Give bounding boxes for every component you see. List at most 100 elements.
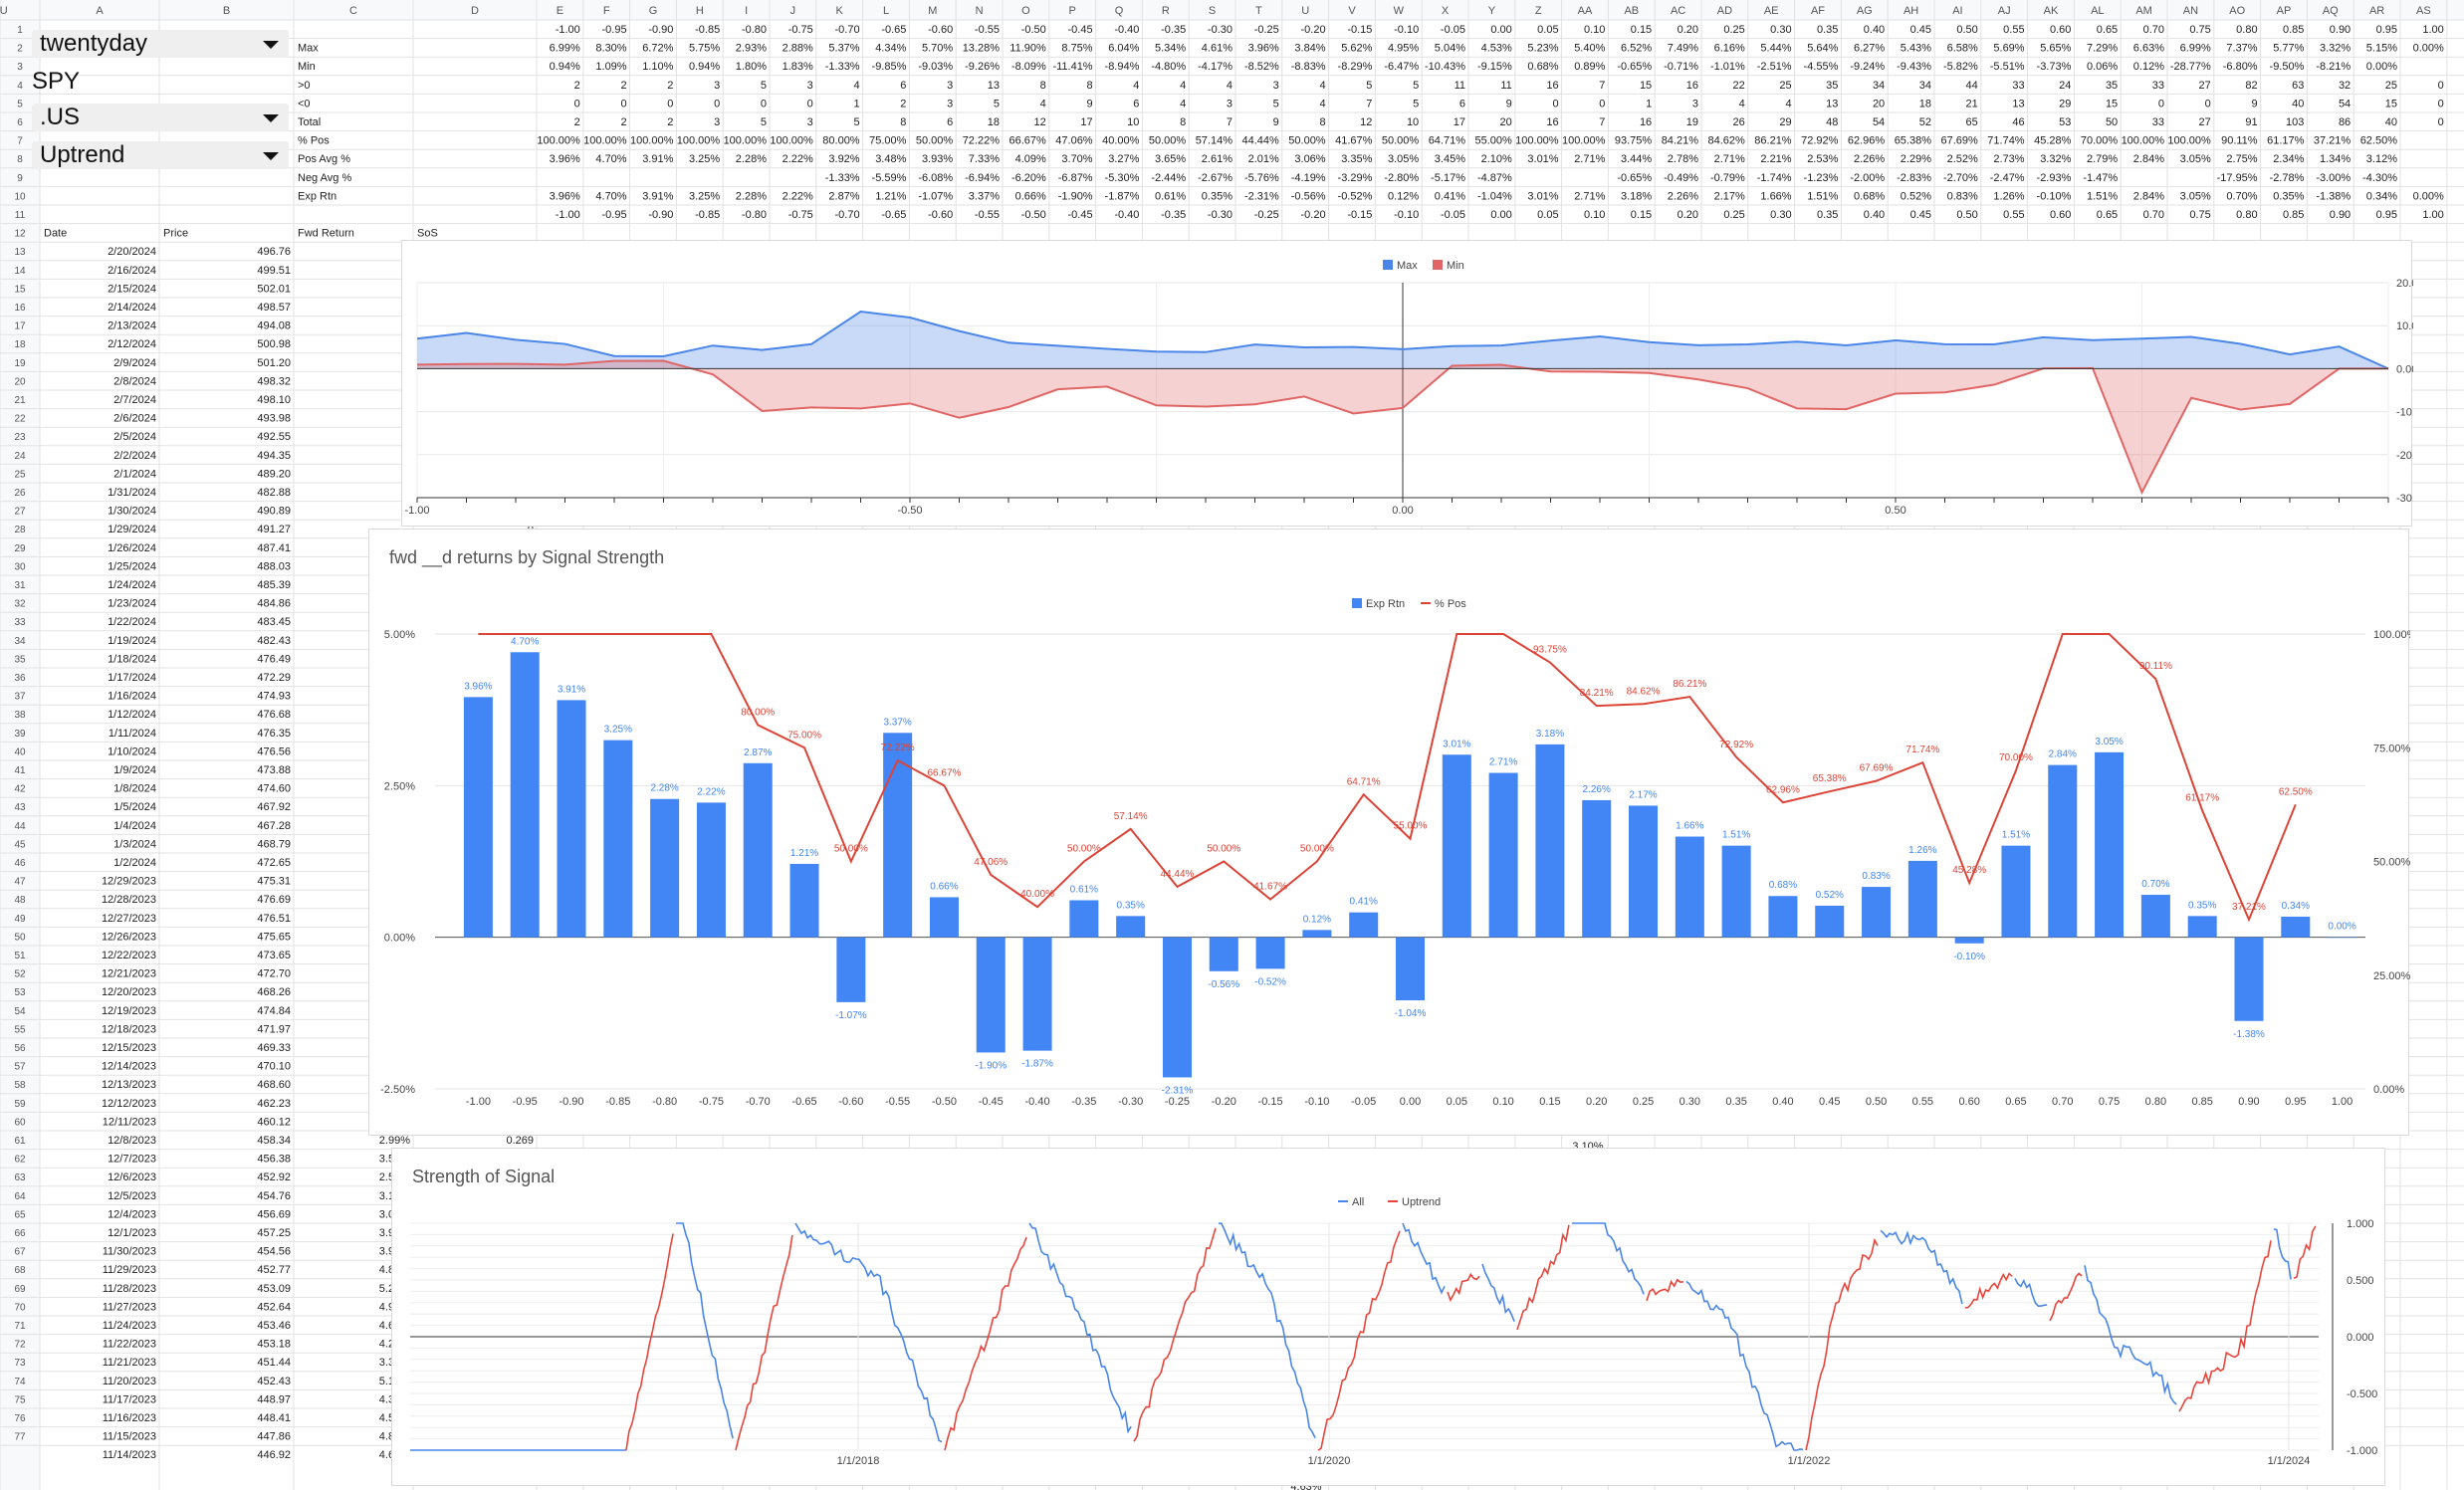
price-cell[interactable]: 469.33 bbox=[257, 1042, 291, 1054]
stat-cell[interactable]: 6.27% bbox=[1854, 43, 1885, 55]
date-cell[interactable]: 11/29/2023 bbox=[103, 1264, 156, 1276]
row-header[interactable]: 6 bbox=[17, 117, 23, 128]
stat-cell[interactable]: 0.85 bbox=[2283, 209, 2304, 221]
date-cell[interactable]: 2/15/2024 bbox=[108, 283, 156, 295]
stat-cell[interactable]: -0.35 bbox=[1161, 209, 1186, 221]
stat-label[interactable]: Total bbox=[298, 116, 321, 128]
row-header[interactable]: 26 bbox=[14, 488, 26, 499]
stat-cell[interactable]: 0 bbox=[574, 98, 580, 109]
price-cell[interactable]: 448.41 bbox=[257, 1412, 291, 1424]
row-header[interactable]: 11 bbox=[15, 210, 26, 221]
stat-cell[interactable]: 3.25% bbox=[689, 190, 720, 202]
stat-cell[interactable]: 20 bbox=[1873, 98, 1885, 109]
column-header[interactable]: AJ bbox=[1998, 5, 2011, 17]
stat-cell[interactable]: 4 bbox=[1040, 98, 1046, 109]
stat-cell[interactable]: 5.65% bbox=[2040, 43, 2071, 55]
column-header[interactable]: Y bbox=[1488, 5, 1496, 17]
stat-cell[interactable]: 0 bbox=[761, 98, 767, 109]
price-cell[interactable]: 498.10 bbox=[257, 394, 291, 406]
row-header[interactable]: 44 bbox=[14, 821, 26, 832]
row-header[interactable]: 3 bbox=[17, 62, 23, 73]
trend-dropdown[interactable]: Uptrend bbox=[32, 141, 289, 169]
stat-cell[interactable]: -9.85% bbox=[872, 61, 907, 73]
stat-cell[interactable]: 93.75% bbox=[1615, 135, 1653, 147]
price-cell[interactable]: 474.60 bbox=[257, 783, 291, 795]
stat-cell[interactable]: 100.00% bbox=[1562, 135, 1606, 147]
stat-cell[interactable]: 3.91% bbox=[642, 190, 673, 202]
date-cell[interactable]: 1/31/2024 bbox=[108, 487, 156, 499]
stat-label[interactable]: Neg Avg % bbox=[298, 172, 351, 184]
stat-label[interactable]: % Pos bbox=[298, 135, 330, 147]
stat-cell[interactable]: -0.10 bbox=[1394, 24, 1419, 36]
stat-cell[interactable]: 0.95 bbox=[2376, 209, 2397, 221]
stat-cell[interactable]: 7 bbox=[1366, 98, 1372, 109]
stat-cell[interactable]: 1.83% bbox=[783, 61, 813, 73]
stat-cell[interactable]: 0.10 bbox=[1584, 209, 1605, 221]
column-header[interactable]: M bbox=[928, 5, 937, 17]
stat-cell[interactable]: -1.01% bbox=[1710, 61, 1745, 73]
date-cell[interactable]: 11/22/2023 bbox=[103, 1339, 156, 1351]
bar[interactable] bbox=[1255, 937, 1285, 969]
stat-cell[interactable]: 2.01% bbox=[1248, 153, 1279, 165]
stat-cell[interactable]: 0.90 bbox=[2330, 24, 2351, 36]
stat-cell[interactable]: -0.60 bbox=[928, 209, 953, 221]
row-header[interactable]: 31 bbox=[14, 580, 26, 591]
bar[interactable] bbox=[2095, 751, 2125, 938]
stat-cell[interactable]: 9 bbox=[1086, 98, 1092, 109]
date-cell[interactable]: 12/15/2023 bbox=[102, 1042, 156, 1054]
stat-cell[interactable]: 2.28% bbox=[736, 153, 767, 165]
stat-cell[interactable]: 0.35 bbox=[1817, 24, 1838, 36]
date-cell[interactable]: 2/2/2024 bbox=[113, 450, 156, 462]
date-cell[interactable]: 12/22/2023 bbox=[102, 950, 156, 961]
stat-cell[interactable]: 6.04% bbox=[1108, 43, 1139, 55]
stat-cell[interactable]: 5.15% bbox=[2366, 43, 2397, 55]
stat-cell[interactable]: 0.35% bbox=[1202, 190, 1232, 202]
stat-cell[interactable]: 0.06% bbox=[2087, 61, 2118, 73]
stat-cell[interactable]: 0.75 bbox=[2189, 209, 2210, 221]
price-cell[interactable]: 452.92 bbox=[257, 1171, 291, 1183]
row-header[interactable]: 65 bbox=[14, 1209, 26, 1220]
price-cell[interactable]: 476.69 bbox=[257, 894, 291, 906]
row-header[interactable]: 47 bbox=[14, 877, 26, 888]
stat-cell[interactable]: -11.41% bbox=[1052, 61, 1092, 73]
bar[interactable] bbox=[883, 733, 913, 938]
stat-cell[interactable]: 4 bbox=[1319, 80, 1325, 92]
date-cell[interactable]: 1/29/2024 bbox=[108, 524, 156, 535]
stat-cell[interactable]: 2 bbox=[667, 80, 673, 92]
stat-cell[interactable]: 0.25 bbox=[1723, 209, 1744, 221]
date-cell[interactable]: 2/7/2024 bbox=[113, 394, 156, 406]
bar[interactable] bbox=[510, 652, 540, 938]
stat-cell[interactable]: 72.92% bbox=[1801, 135, 1839, 147]
row-header[interactable]: 30 bbox=[14, 561, 26, 572]
row-header[interactable]: 76 bbox=[14, 1413, 26, 1424]
stat-cell[interactable]: 8.75% bbox=[1061, 43, 1092, 55]
price-cell[interactable]: 451.44 bbox=[257, 1357, 291, 1369]
stat-cell[interactable]: -0.15 bbox=[1347, 24, 1372, 36]
stat-cell[interactable]: 2.79% bbox=[2087, 153, 2118, 165]
bar[interactable] bbox=[2001, 845, 2031, 938]
price-cell[interactable]: 467.92 bbox=[257, 801, 291, 813]
row-header[interactable]: 2 bbox=[17, 44, 23, 55]
date-cell[interactable]: 12/6/2023 bbox=[108, 1171, 156, 1183]
bar[interactable] bbox=[2187, 916, 2217, 938]
returns-by-signal-chart[interactable]: fwd __d returns by Signal Strength 5.00%… bbox=[368, 529, 2410, 1136]
stat-cell[interactable]: -6.08% bbox=[918, 172, 953, 184]
stat-cell[interactable]: -0.45 bbox=[1068, 209, 1093, 221]
stat-cell[interactable]: -9.50% bbox=[2270, 61, 2305, 73]
stat-cell[interactable]: 0.65 bbox=[2097, 24, 2118, 36]
stat-cell[interactable]: -0.10 bbox=[1394, 209, 1419, 221]
bar[interactable] bbox=[1442, 754, 1471, 938]
stat-cell[interactable]: 84.21% bbox=[1662, 135, 1699, 147]
stat-cell[interactable]: 2.71% bbox=[1574, 190, 1605, 202]
date-cell[interactable]: 2/1/2024 bbox=[113, 468, 156, 480]
stat-cell[interactable]: 0 bbox=[2438, 98, 2444, 109]
bar[interactable] bbox=[1582, 799, 1612, 938]
stat-cell[interactable]: 0.60 bbox=[2050, 24, 2071, 36]
row-header[interactable]: 18 bbox=[14, 339, 26, 350]
stat-cell[interactable]: 10 bbox=[1127, 116, 1139, 128]
stat-cell[interactable]: 2.87% bbox=[828, 190, 859, 202]
stat-cell[interactable]: 0.30 bbox=[1770, 209, 1791, 221]
price-cell[interactable]: 476.49 bbox=[257, 653, 291, 665]
stat-cell[interactable]: -1.74% bbox=[1757, 172, 1792, 184]
stat-cell[interactable]: -0.75 bbox=[788, 209, 813, 221]
